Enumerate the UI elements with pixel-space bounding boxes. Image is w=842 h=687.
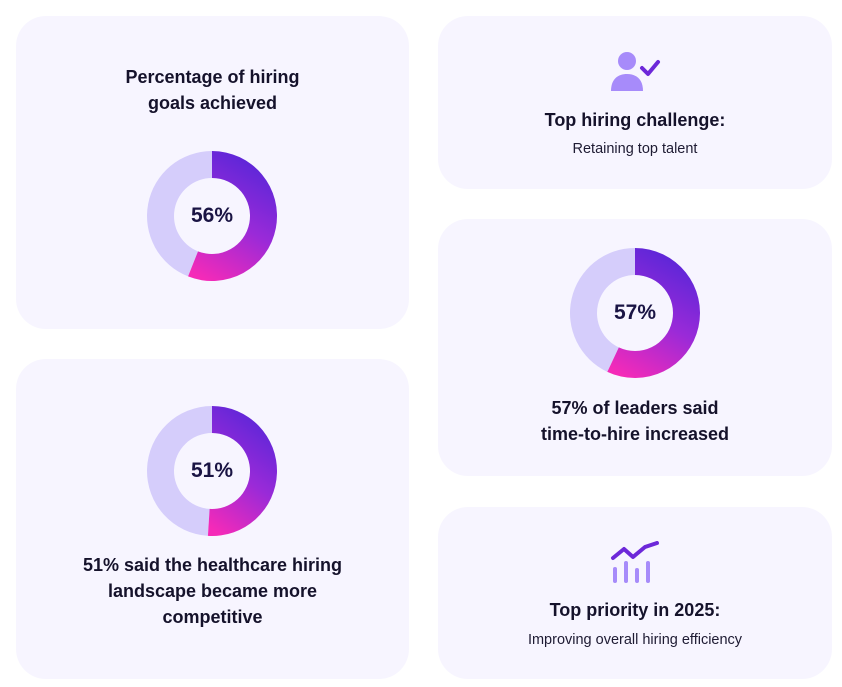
trend-bar-1 <box>613 567 617 583</box>
time-to-hire-title-line2: time-to-hire increased <box>540 424 730 444</box>
goals-title-line2: goals achieved <box>147 93 278 113</box>
challenge-card: Top hiring challenge: Retaining top tale… <box>438 16 832 189</box>
time-to-hire-card: 57% 57% of leaders said time-to-hire inc… <box>438 219 832 476</box>
competitive-donut-chart: 51% <box>147 406 277 536</box>
time-to-hire-donut-chart: 57% <box>570 248 700 378</box>
time-to-hire-donut-svg <box>570 248 700 378</box>
trend-chart-icon <box>610 541 660 585</box>
competitive-title-line2: landscape became more <box>107 581 318 601</box>
competitive-title-line1: 51% said the healthcare hiring <box>82 555 343 575</box>
trend-line-shape <box>611 541 659 560</box>
competitive-donut-svg <box>147 406 277 536</box>
competitive-title-line3: competitive <box>162 607 263 627</box>
goals-donut-chart: 56% <box>147 151 277 281</box>
trend-bar-2 <box>624 561 628 583</box>
goals-pct-label: 56% <box>190 204 234 227</box>
user-head-shape <box>618 52 636 70</box>
user-check-icon <box>610 49 662 93</box>
time-to-hire-title-line1: 57% of leaders said <box>551 398 719 418</box>
donut-slice-remaining <box>147 406 212 536</box>
donut-slice-value <box>207 406 277 536</box>
challenge-subtitle: Retaining top talent <box>572 141 698 157</box>
competitive-pct-label: 51% <box>190 459 234 482</box>
goals-card: Percentage of hiring goals achieved 56% <box>16 16 409 329</box>
time-to-hire-pct-label: 57% <box>613 301 657 324</box>
donut-slice-value <box>188 151 277 281</box>
donut-slice-value <box>607 248 700 378</box>
user-body-shape <box>611 74 643 91</box>
trend-bar-4 <box>646 561 650 583</box>
priority-subtitle: Improving overall hiring efficiency <box>527 632 743 648</box>
goals-donut-svg <box>147 151 277 281</box>
donut-slice-remaining <box>147 151 212 277</box>
challenge-title: Top hiring challenge: <box>544 110 726 130</box>
goals-title-line1: Percentage of hiring <box>125 67 300 87</box>
priority-title: Top priority in 2025: <box>549 600 721 620</box>
trend-bar-3 <box>635 568 639 583</box>
priority-card: Top priority in 2025: Improving overall … <box>438 507 832 679</box>
competitive-card: 51% 51% said the healthcare hiring lands… <box>16 359 409 679</box>
donut-slice-remaining <box>570 248 635 372</box>
check-mark-shape <box>640 60 660 76</box>
